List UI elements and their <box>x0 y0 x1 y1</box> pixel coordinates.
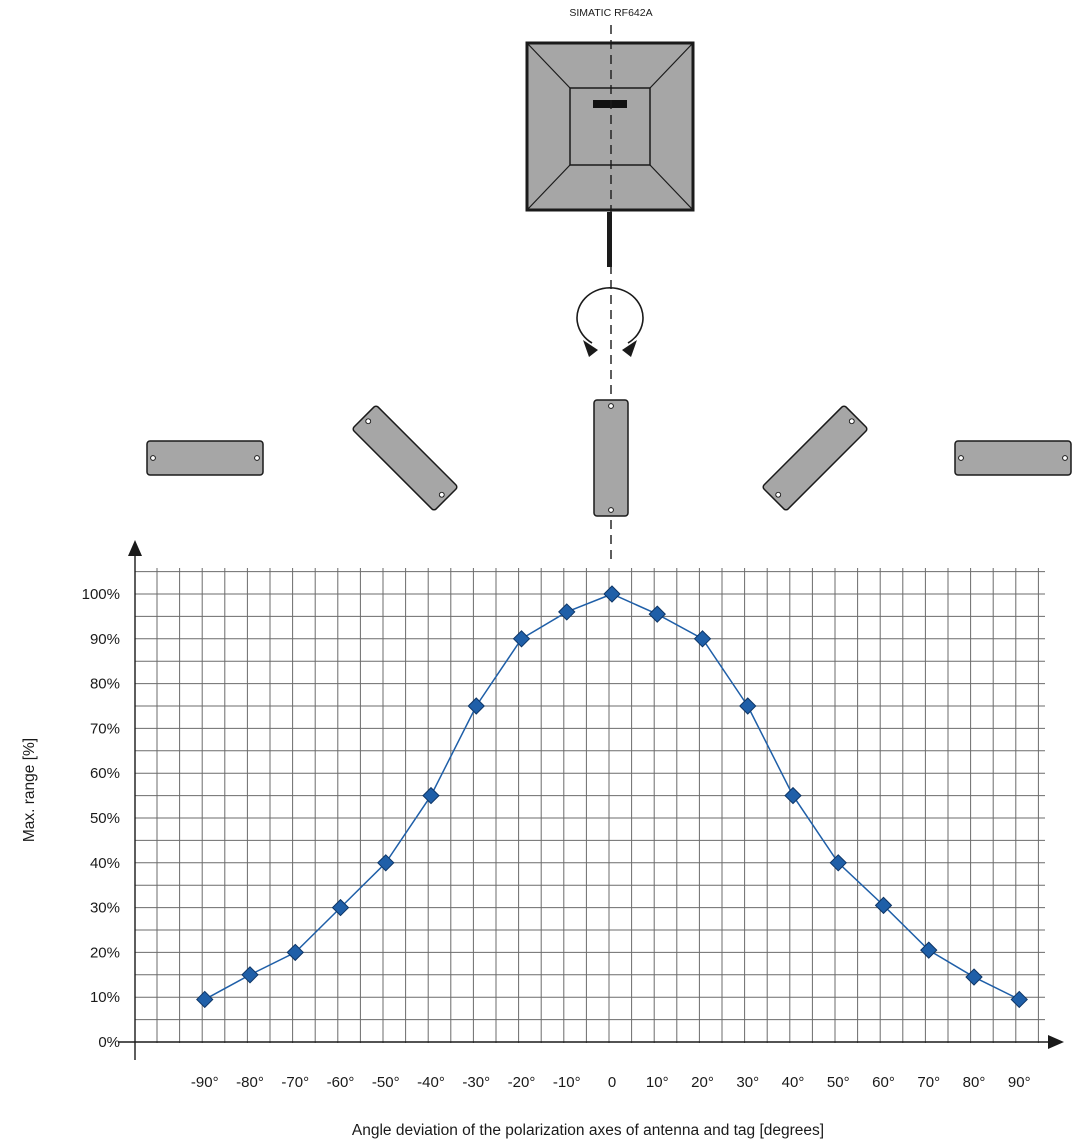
data-point-marker <box>422 786 440 805</box>
chart-axes <box>118 540 1064 1060</box>
tag-icon <box>762 405 868 511</box>
x-tick-label: -40° <box>417 1074 445 1091</box>
x-tick-label: -10° <box>553 1074 581 1091</box>
chart-grid <box>135 568 1045 1043</box>
x-tick-label: 0 <box>608 1074 616 1091</box>
y-tick-label: 60% <box>90 765 120 782</box>
x-tick-label: -60° <box>327 1074 355 1091</box>
y-tick-labels: 0% 10% 20% 30% 40% 50% 60% 70% 80% 90% 100% <box>82 586 120 1051</box>
x-axis-title: Angle deviation of the polarization axes… <box>352 1122 824 1139</box>
x-tick-label: 50° <box>827 1074 850 1091</box>
x-tick-label: 10° <box>646 1074 669 1091</box>
x-tick-label: -20° <box>508 1074 536 1091</box>
y-tick-label: 80% <box>90 676 120 693</box>
data-point-marker <box>739 697 757 715</box>
data-point-marker <box>512 630 531 648</box>
y-tick-label: 0% <box>98 1034 120 1051</box>
y-tick-label: 30% <box>90 900 120 917</box>
y-tick-label: 90% <box>90 631 120 648</box>
x-tick-label: 40° <box>782 1074 805 1091</box>
x-tick-label: 30° <box>736 1074 759 1091</box>
data-point-marker <box>286 943 304 962</box>
x-tick-label: -80° <box>236 1074 264 1091</box>
y-tick-label: 70% <box>90 720 120 737</box>
x-tick-label: 60° <box>872 1074 895 1091</box>
data-point-marker <box>467 697 485 715</box>
x-tick-label: -30° <box>462 1074 490 1091</box>
tag-icon <box>352 405 458 511</box>
x-tick-label: 20° <box>691 1074 714 1091</box>
y-tick-label: 20% <box>90 944 120 961</box>
data-point-marker <box>196 990 214 1009</box>
y-tick-label: 40% <box>90 855 120 872</box>
y-axis-title: Max. range [%] <box>21 738 38 842</box>
y-axis-arrow-icon <box>128 540 142 556</box>
data-point-marker <box>693 630 712 648</box>
rotation-icon <box>576 287 644 357</box>
x-tick-label: -90° <box>191 1074 219 1091</box>
tag-icon <box>954 440 1072 476</box>
data-point-marker <box>558 603 576 621</box>
x-tick-labels: -90° -80° -70° -60° -50° -40° -30° -20° -10° 0 10°… <box>191 1074 1031 1091</box>
tag-icon <box>146 440 264 476</box>
antenna-icon <box>525 41 695 267</box>
x-tick-label: 90° <box>1008 1074 1031 1091</box>
x-axis-arrow-icon <box>1048 1035 1064 1049</box>
x-tick-label: 70° <box>917 1074 940 1091</box>
tag-icon <box>593 399 629 517</box>
data-point-marker <box>920 941 938 959</box>
data-point-marker <box>784 786 802 805</box>
data-point-marker <box>1010 990 1028 1009</box>
chart-series <box>196 585 1028 1009</box>
x-tick-label: -50° <box>372 1074 400 1091</box>
data-point-marker <box>829 854 847 872</box>
data-point-marker <box>331 898 350 917</box>
x-tick-label: -70° <box>281 1074 309 1091</box>
device-label: SIMATIC RF642A <box>569 7 652 19</box>
series-line <box>204 593 1020 1001</box>
tag-icons <box>146 399 1072 517</box>
y-tick-label: 100% <box>82 586 120 603</box>
data-point-marker <box>603 585 621 603</box>
data-point-marker <box>965 968 983 986</box>
x-tick-label: 80° <box>963 1074 986 1091</box>
data-point-marker <box>241 966 259 984</box>
y-tick-label: 10% <box>90 989 120 1006</box>
data-point-marker <box>874 896 893 915</box>
data-point-marker <box>648 605 666 623</box>
y-tick-label: 50% <box>90 810 120 827</box>
data-point-marker <box>377 854 395 872</box>
